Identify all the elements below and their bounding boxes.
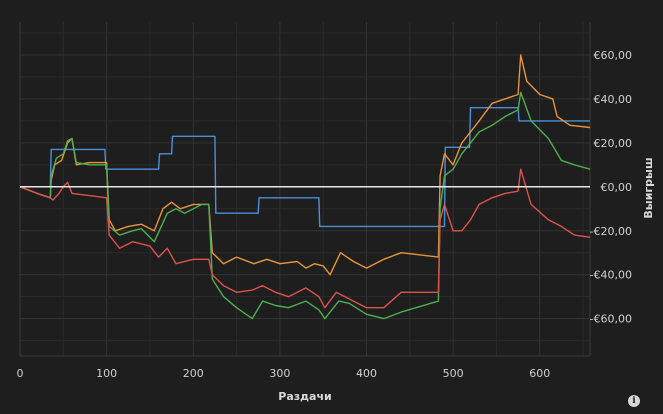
y-tick-label: -€20,00 (590, 225, 632, 238)
x-tick-label: 500 (443, 367, 464, 380)
x-tick-label: 400 (356, 367, 377, 380)
series-line-3 (19, 91, 591, 320)
series-line-4 (19, 168, 591, 309)
y-tick-label: -€60,00 (590, 313, 632, 326)
y-tick-labels: €60,00 €40,00 €20,00 €0,00 -€20,00 -€40,00 -€6… (590, 49, 632, 326)
y-tick-label: €40,00 (594, 93, 633, 106)
y-tick-label: €0,00 (601, 181, 633, 194)
y-tick-label: €20,00 (594, 137, 633, 150)
series-layer (19, 54, 591, 320)
x-tick-label: 600 (529, 367, 550, 380)
y-tick-label: €60,00 (594, 49, 633, 62)
x-tick-labels: 0 100 200 300 400 500 600 (17, 367, 551, 380)
y-tick-label: -€40,00 (590, 269, 632, 282)
series-line-2 (19, 54, 591, 276)
x-tick-label: 0 (17, 367, 24, 380)
info-icon[interactable]: i (628, 395, 640, 407)
y-axis-title: Выигрыш (642, 157, 655, 218)
x-axis-title: Раздачи (278, 390, 331, 403)
x-tick-label: 200 (183, 367, 204, 380)
x-tick-label: 300 (269, 367, 290, 380)
x-tick-label: 100 (96, 367, 117, 380)
